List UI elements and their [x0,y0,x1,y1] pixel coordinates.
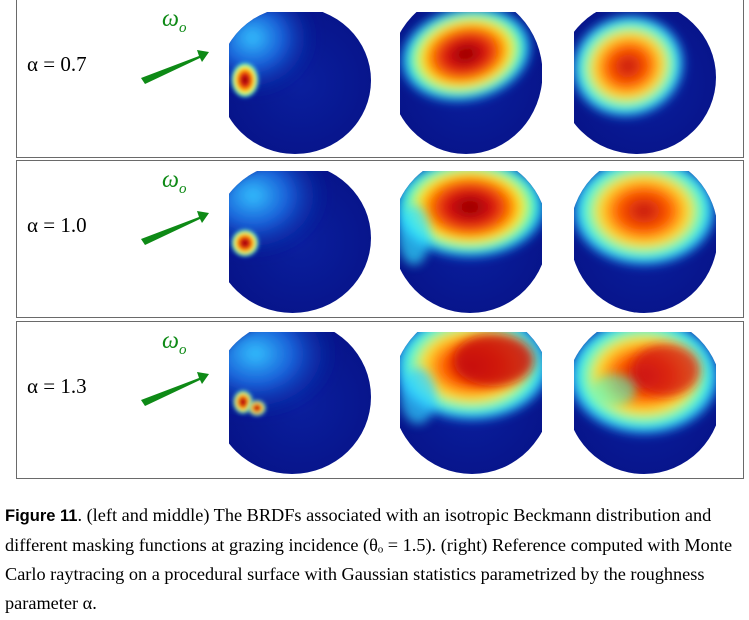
brdf-sphere-left [229,12,371,154]
omega-label: ωo [162,328,187,358]
incident-direction-arrow-icon [141,50,209,84]
incident-direction-arrow-icon [141,372,209,406]
omega-label: ωo [162,167,187,197]
brdf-sphere-left [229,332,371,474]
brdf-sphere-middle [400,171,542,313]
alpha-label: α = 0.7 [27,52,87,76]
brdf-sphere-right [574,332,716,474]
omega-label: ωo [162,6,187,36]
caption-text: . (left and middle) The BRDFs associated… [5,505,733,613]
brdf-sphere-left [229,171,371,313]
figure-row-alpha-0-7: α = 0.7 ωo [16,0,744,158]
figure-label: Figure 11 [5,507,78,525]
alpha-label: α = 1.0 [27,213,87,237]
brdf-sphere-right [574,12,716,154]
alpha-label: α = 1.3 [27,374,87,398]
figure-row-alpha-1-3: α = 1.3 ωo [16,321,744,479]
figure-row-alpha-1-0: α = 1.0 ωo [16,160,744,318]
incident-direction-arrow-icon [141,211,209,245]
brdf-sphere-right [574,171,716,313]
brdf-sphere-middle [400,332,542,474]
brdf-sphere-middle [400,12,542,154]
figure-caption: Figure 11. (left and middle) The BRDFs a… [5,501,745,618]
